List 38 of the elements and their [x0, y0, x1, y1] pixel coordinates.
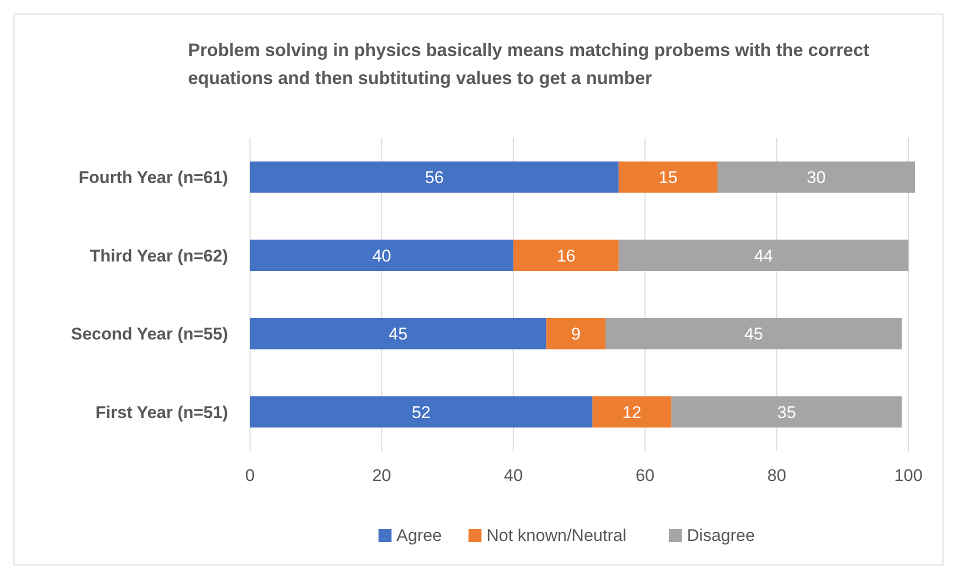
data-label: 9 — [571, 324, 581, 344]
data-label: 45 — [388, 324, 408, 344]
bar — [250, 161, 619, 193]
bar — [250, 240, 514, 272]
data-label: 15 — [658, 168, 678, 188]
bar — [671, 396, 902, 428]
x-tick-label: 20 — [372, 466, 392, 485]
bar — [618, 240, 908, 272]
x-tick-label: 0 — [245, 466, 255, 485]
bar — [513, 240, 619, 272]
y-tick-label: First Year (n=51) — [96, 402, 228, 422]
bar — [618, 161, 718, 193]
y-tick-label: Fourth Year (n=61) — [78, 168, 228, 188]
bar — [717, 161, 915, 193]
data-label: 12 — [622, 402, 642, 422]
data-label: 40 — [372, 246, 392, 266]
bar — [592, 396, 672, 428]
legend-label: Not known/Neutral — [486, 526, 626, 545]
x-tick-label: 80 — [767, 466, 786, 485]
bar — [546, 318, 606, 350]
chart-title: Problem solving in physics basically means matching probems with the correct equations and then subtituting values to get a number — [188, 40, 870, 88]
x-tick-label: 40 — [504, 466, 523, 485]
data-label: 16 — [556, 246, 576, 266]
bar — [606, 318, 902, 350]
data-label: 45 — [744, 324, 764, 344]
x-tick-label: 60 — [636, 466, 655, 485]
bar — [250, 318, 546, 350]
x-tick-label: 100 — [894, 466, 923, 485]
y-tick-label: Third Year (n=62) — [90, 246, 228, 266]
bar — [250, 396, 592, 428]
data-label: 35 — [777, 402, 796, 422]
legend-label: Disagree — [686, 526, 755, 545]
data-label: 56 — [424, 168, 444, 188]
data-label: 52 — [412, 402, 431, 422]
data-label: 44 — [754, 246, 774, 266]
legend-label: Agree — [396, 526, 442, 545]
data-label: 30 — [806, 168, 826, 188]
y-tick-label: Second Year (n=55) — [70, 324, 228, 344]
